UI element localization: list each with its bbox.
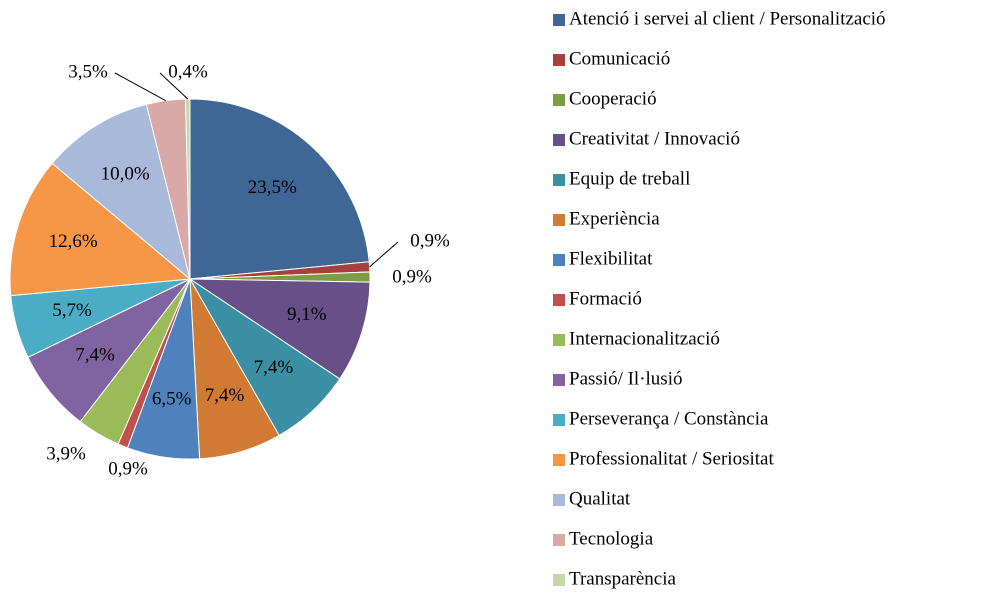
data-label: 23,5%: [248, 177, 297, 198]
legend-swatch: [553, 414, 565, 426]
legend-swatch: [553, 374, 565, 386]
legend-label: Perseverança / Constància: [569, 408, 769, 429]
legend-label: Cooperació: [569, 88, 657, 109]
data-label: 3,5%: [68, 61, 108, 82]
legend-label: Equip de treball: [569, 168, 690, 189]
legend-swatch: [553, 54, 565, 66]
legend-label: Tecnologia: [569, 528, 654, 549]
legend-label: Professionalitat / Seriositat: [569, 448, 774, 469]
legend-label: Formació: [569, 288, 642, 309]
legend-swatch: [553, 574, 565, 586]
legend-swatch: [553, 494, 565, 506]
legend-swatch: [553, 454, 565, 466]
data-label: 12,6%: [49, 231, 98, 252]
data-label: 0,9%: [410, 230, 450, 251]
data-label: 7,4%: [205, 385, 245, 406]
legend-label: Qualitat: [569, 488, 631, 509]
legend-swatch: [553, 134, 565, 146]
legend-swatch: [553, 254, 565, 266]
data-label: 3,9%: [46, 443, 86, 464]
data-label: 9,1%: [287, 304, 327, 325]
legend-label: Transparència: [569, 568, 676, 589]
data-label: 0,9%: [108, 458, 148, 479]
legend-swatch: [553, 534, 565, 546]
data-label: 5,7%: [52, 300, 92, 321]
leader-line: [159, 72, 189, 100]
pie-slice: [189, 98, 370, 280]
legend-label: Experiència: [569, 208, 660, 229]
legend-label: Passió/ Il·lusió: [569, 368, 682, 389]
legend-label: Comunicació: [569, 48, 670, 69]
legend-label: Atenció i servei al client / Personalitz…: [569, 8, 886, 29]
data-label: 10,0%: [101, 164, 150, 185]
leader-line: [369, 241, 399, 268]
data-label: 7,4%: [75, 345, 115, 366]
legend-swatch: [553, 214, 565, 226]
data-label: 0,9%: [392, 266, 432, 287]
data-label: 7,4%: [254, 357, 294, 378]
legend-swatch: [553, 294, 565, 306]
legend-label: Flexibilitat: [569, 248, 653, 269]
leader-line: [114, 72, 167, 102]
data-label: 6,5%: [152, 388, 192, 409]
legend-label: Creativitat / Innovació: [569, 128, 740, 149]
legend-swatch: [553, 174, 565, 186]
legend-swatch: [553, 334, 565, 346]
legend-label: Internacionalització: [569, 328, 720, 349]
data-label: 0,4%: [168, 61, 208, 82]
legend-swatch: [553, 14, 565, 26]
pie-slice: [51, 103, 191, 281]
pie-slice: [188, 278, 371, 380]
pie-slice: [9, 162, 192, 297]
legend-swatch: [553, 94, 565, 106]
